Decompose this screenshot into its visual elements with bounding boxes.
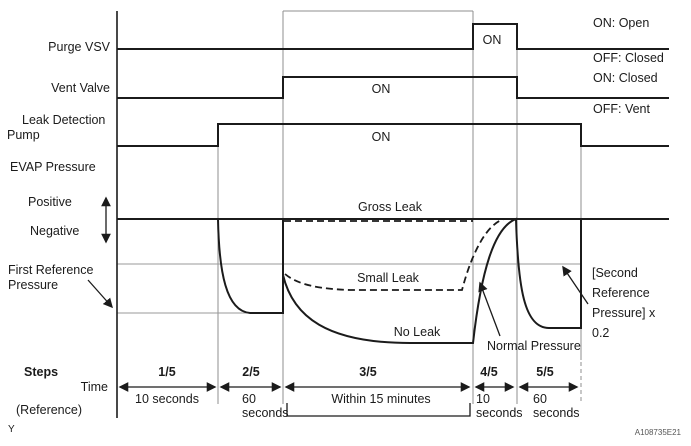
step4-duration-line1: 10	[476, 392, 490, 406]
small-leak-label: Small Leak	[357, 271, 420, 285]
time-row	[118, 382, 579, 417]
right-legend: ON: Open OFF: Closed ON: Closed OFF: Ven…	[593, 16, 664, 116]
step5-duration-line2: seconds	[533, 406, 580, 420]
pump-label-line2: Pump	[7, 128, 40, 142]
gross-leak-label: Gross Leak	[358, 200, 423, 214]
time-label: Time	[81, 380, 108, 394]
curve-labels: Gross Leak Small Leak No Leak Normal Pre…	[357, 200, 656, 353]
signal-traces	[117, 23, 669, 344]
purge-on-label: ON	[483, 33, 502, 47]
second-reference-arrow	[562, 265, 589, 305]
second-reference-label-line3: Pressure] x	[592, 306, 656, 320]
vent-legend-on: ON: Closed	[593, 71, 658, 85]
evap-pressure-trace-no-leak	[217, 217, 582, 344]
step1-duration: 10 seconds	[135, 392, 199, 406]
first-reference-arrow	[87, 279, 113, 309]
first-reference-label-line2: Pressure	[8, 278, 58, 292]
footer-marks: Y A108735E21	[8, 424, 682, 437]
second-reference-label-line4: 0.2	[592, 326, 609, 340]
step2-duration-line1: 60	[242, 392, 256, 406]
normal-pressure-arrow	[478, 281, 501, 337]
second-reference-label-line1: [Second	[592, 266, 638, 280]
evap-pressure-label: EVAP Pressure	[10, 160, 96, 174]
vent-valve-trace	[117, 76, 669, 99]
corner-mark: Y	[8, 424, 15, 435]
small-leak-curve	[284, 218, 505, 291]
no-leak-label: No Leak	[394, 325, 441, 339]
steps-label: Steps	[24, 365, 58, 379]
step4-duration-line2: seconds	[476, 406, 523, 420]
negative-label: Negative	[30, 224, 79, 238]
purge-legend-off: OFF: Closed	[593, 51, 664, 65]
steps-labels: Steps Time (Reference) 1/5 2/5 3/5 4/5 5…	[16, 365, 580, 420]
pump-on-label: ON	[372, 130, 391, 144]
left-labels: Purge VSV Vent Valve Leak Detection Pump…	[7, 40, 111, 292]
annotation-arrows	[87, 196, 589, 337]
vent-legend-off: OFF: Vent	[593, 102, 650, 116]
step5-duration-line1: 60	[533, 392, 547, 406]
pump-trace	[117, 123, 669, 147]
figure-id: A108735E21	[635, 428, 682, 437]
vent-valve-label: Vent Valve	[51, 81, 110, 95]
first-reference-label-line1: First Reference	[8, 263, 93, 277]
step5-fraction: 5/5	[536, 365, 553, 379]
second-reference-label-line2: Reference	[592, 286, 650, 300]
pressure-reference-lines	[117, 263, 581, 314]
positive-label: Positive	[28, 195, 72, 209]
pump-label-line1: Leak Detection	[22, 113, 105, 127]
purge-vsv-trace	[117, 23, 669, 50]
step2-fraction: 2/5	[242, 365, 259, 379]
purge-vsv-label: Purge VSV	[48, 40, 111, 54]
reference-label: (Reference)	[16, 403, 82, 417]
step2-duration-line2: seconds	[242, 406, 289, 420]
step1-fraction: 1/5	[158, 365, 175, 379]
vent-on-label: ON	[372, 82, 391, 96]
step4-fraction: 4/5	[480, 365, 497, 379]
step3-fraction: 3/5	[359, 365, 376, 379]
step3-duration: Within 15 minutes	[331, 392, 430, 406]
reference-bracket	[286, 403, 471, 417]
normal-pressure-label: Normal Pressure	[487, 339, 581, 353]
purge-legend-on: ON: Open	[593, 16, 649, 30]
pulse-labels: ON ON ON	[372, 33, 502, 144]
